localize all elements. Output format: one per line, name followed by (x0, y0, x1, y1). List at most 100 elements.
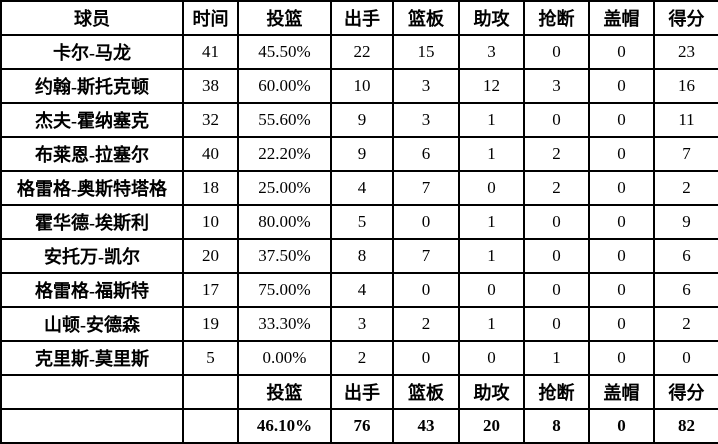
rebounds-cell: 0 (392, 272, 460, 308)
player-row: 格雷格-福斯特 17 75.00% 4 0 0 0 0 6 (0, 272, 718, 308)
steals-cell: 3 (523, 68, 590, 104)
player-row: 约翰-斯托克顿 38 60.00% 10 3 12 3 0 16 (0, 68, 718, 104)
col-header-player: 球员 (0, 0, 184, 36)
minutes-cell: 20 (182, 238, 239, 274)
fga-cell: 2 (330, 340, 394, 376)
fga-cell: 3 (330, 306, 394, 342)
col-header-rebounds: 篮板 (392, 0, 460, 36)
rebounds-cell: 15 (392, 34, 460, 70)
points-cell: 16 (653, 68, 718, 104)
blocks-cell: 0 (588, 68, 655, 104)
rebounds-cell: 7 (392, 170, 460, 206)
minutes-cell: 5 (182, 340, 239, 376)
total-points-cell: 82 (653, 408, 718, 444)
rebounds-cell: 0 (392, 340, 460, 376)
totals-empty-minutes-cell (182, 408, 239, 444)
assists-cell: 1 (458, 238, 525, 274)
minutes-cell: 38 (182, 68, 239, 104)
steals-cell: 0 (523, 34, 590, 70)
total-assists-cell: 20 (458, 408, 525, 444)
points-cell: 9 (653, 204, 718, 240)
rebounds-cell: 3 (392, 102, 460, 138)
summary-col-blocks: 盖帽 (588, 374, 655, 410)
points-cell: 7 (653, 136, 718, 172)
steals-cell: 2 (523, 170, 590, 206)
player-name-cell: 安托万-凯尔 (0, 238, 184, 274)
summary-col-assists: 助攻 (458, 374, 525, 410)
summary-header-row: 投篮 出手 篮板 助攻 抢断 盖帽 得分 (0, 374, 718, 410)
steals-cell: 1 (523, 340, 590, 376)
summary-col-points: 得分 (653, 374, 718, 410)
fga-cell: 4 (330, 272, 394, 308)
fg-pct-cell: 45.50% (237, 34, 332, 70)
header-row: 球员 时间 投篮 出手 篮板 助攻 抢断 盖帽 得分 (0, 0, 718, 36)
fg-pct-cell: 0.00% (237, 340, 332, 376)
fg-pct-cell: 80.00% (237, 204, 332, 240)
summary-empty-player-cell (0, 374, 184, 410)
assists-cell: 1 (458, 102, 525, 138)
blocks-cell: 0 (588, 238, 655, 274)
steals-cell: 0 (523, 272, 590, 308)
player-row: 霍华德-埃斯利 10 80.00% 5 0 1 0 0 9 (0, 204, 718, 240)
steals-cell: 0 (523, 306, 590, 342)
points-cell: 11 (653, 102, 718, 138)
fga-cell: 10 (330, 68, 394, 104)
total-fga-cell: 76 (330, 408, 394, 444)
fga-cell: 9 (330, 102, 394, 138)
blocks-cell: 0 (588, 102, 655, 138)
assists-cell: 3 (458, 34, 525, 70)
col-header-points: 得分 (653, 0, 718, 36)
blocks-cell: 0 (588, 306, 655, 342)
totals-empty-player-cell (0, 408, 184, 444)
blocks-cell: 0 (588, 272, 655, 308)
player-row: 山顿-安德森 19 33.30% 3 2 1 0 0 2 (0, 306, 718, 342)
total-fg-pct-cell: 46.10% (237, 408, 332, 444)
player-row: 卡尔-马龙 41 45.50% 22 15 3 0 0 23 (0, 34, 718, 70)
summary-col-steals: 抢断 (523, 374, 590, 410)
fga-cell: 22 (330, 34, 394, 70)
points-cell: 6 (653, 272, 718, 308)
minutes-cell: 40 (182, 136, 239, 172)
fg-pct-cell: 33.30% (237, 306, 332, 342)
fg-pct-cell: 55.60% (237, 102, 332, 138)
player-row: 布莱恩-拉塞尔 40 22.20% 9 6 1 2 0 7 (0, 136, 718, 172)
summary-col-rebounds: 篮板 (392, 374, 460, 410)
col-header-assists: 助攻 (458, 0, 525, 36)
total-blocks-cell: 0 (588, 408, 655, 444)
minutes-cell: 17 (182, 272, 239, 308)
player-row: 克里斯-莫里斯 5 0.00% 2 0 0 1 0 0 (0, 340, 718, 376)
rebounds-cell: 6 (392, 136, 460, 172)
total-steals-cell: 8 (523, 408, 590, 444)
player-row: 格雷格-奥斯特塔格 18 25.00% 4 7 0 2 0 2 (0, 170, 718, 206)
steals-cell: 0 (523, 102, 590, 138)
player-name-cell: 杰夫-霍纳塞克 (0, 102, 184, 138)
col-header-fg-pct: 投篮 (237, 0, 332, 36)
points-cell: 23 (653, 34, 718, 70)
player-name-cell: 克里斯-莫里斯 (0, 340, 184, 376)
rebounds-cell: 0 (392, 204, 460, 240)
blocks-cell: 0 (588, 170, 655, 206)
fga-cell: 4 (330, 170, 394, 206)
player-name-cell: 布莱恩-拉塞尔 (0, 136, 184, 172)
player-name-cell: 卡尔-马龙 (0, 34, 184, 70)
assists-cell: 0 (458, 170, 525, 206)
blocks-cell: 0 (588, 34, 655, 70)
col-header-steals: 抢断 (523, 0, 590, 36)
steals-cell: 0 (523, 238, 590, 274)
player-row: 安托万-凯尔 20 37.50% 8 7 1 0 0 6 (0, 238, 718, 274)
blocks-cell: 0 (588, 204, 655, 240)
fg-pct-cell: 75.00% (237, 272, 332, 308)
rebounds-cell: 3 (392, 68, 460, 104)
player-name-cell: 霍华德-埃斯利 (0, 204, 184, 240)
col-header-minutes: 时间 (182, 0, 239, 36)
summary-col-fga: 出手 (330, 374, 394, 410)
col-header-fga: 出手 (330, 0, 394, 36)
steals-cell: 0 (523, 204, 590, 240)
points-cell: 2 (653, 306, 718, 342)
assists-cell: 1 (458, 306, 525, 342)
col-header-blocks: 盖帽 (588, 0, 655, 36)
player-name-cell: 格雷格-奥斯特塔格 (0, 170, 184, 206)
fg-pct-cell: 25.00% (237, 170, 332, 206)
assists-cell: 12 (458, 68, 525, 104)
